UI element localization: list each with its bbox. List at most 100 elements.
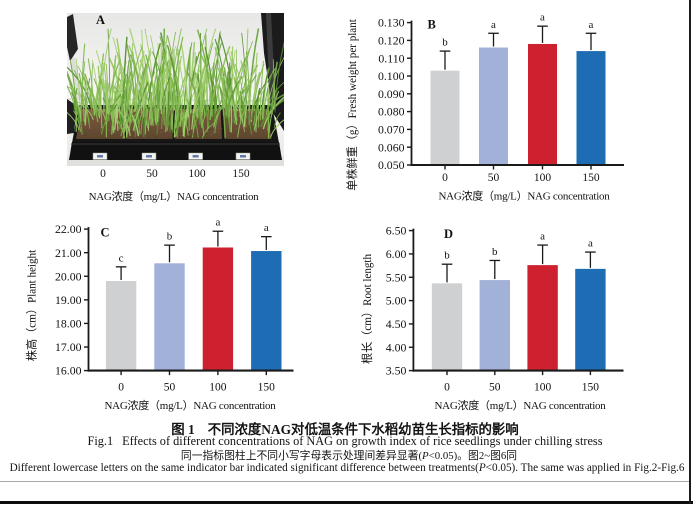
x-tick-label: 150 xyxy=(258,382,276,394)
x-tick-label: 50 xyxy=(164,382,176,394)
figure-note-zh: 同一指标图柱上不同小写字母表示处理间差异显著(P<0.05)。图2~图6同 xyxy=(0,447,693,463)
soil-speckle xyxy=(100,136,102,138)
bar-C-0 xyxy=(105,280,137,371)
grass-blade xyxy=(177,104,182,134)
grass-blade xyxy=(74,69,91,129)
grass-blade xyxy=(173,48,176,111)
grass-blade xyxy=(67,84,77,115)
soil-speckle xyxy=(249,118,252,120)
grass-blade xyxy=(106,93,122,123)
soil-speckle xyxy=(209,128,211,130)
panel-letter-D: D xyxy=(444,227,453,241)
grass-blade xyxy=(144,28,157,124)
soil-speckle xyxy=(269,116,271,118)
x-tick-label: 0 xyxy=(118,382,124,394)
grass-blade xyxy=(234,48,251,114)
soil-speckle xyxy=(220,125,222,127)
grass-blade xyxy=(75,58,81,114)
grass-blade xyxy=(105,79,107,138)
y-tick-label: 22.00 xyxy=(55,222,82,236)
y-axis-label-B: 单株鲜重（g）Fresh weight per plant xyxy=(345,18,359,191)
grass-blade xyxy=(121,71,132,119)
grass-blade xyxy=(97,65,103,129)
soil-speckle xyxy=(148,123,151,125)
tray-tag-mark xyxy=(146,155,152,158)
grass-blade xyxy=(270,119,284,138)
y-tick-label: 3.50 xyxy=(386,364,407,378)
grass-blade xyxy=(227,88,238,125)
grass-blade xyxy=(217,67,230,120)
grass-blade xyxy=(168,50,173,130)
grass-blade xyxy=(126,47,143,122)
grass-blade xyxy=(160,96,166,130)
grass-blade xyxy=(108,69,123,117)
soil-speckle xyxy=(82,116,84,118)
soil-speckle xyxy=(188,131,190,133)
grass-blade xyxy=(180,43,189,118)
panel-a-tick-50: 50 xyxy=(146,168,158,180)
bar-B-0 xyxy=(430,70,460,165)
bar-C-50 xyxy=(154,263,185,371)
soil-speckle xyxy=(160,131,162,133)
grass-blade xyxy=(159,62,170,110)
grass-blade xyxy=(170,70,173,111)
y-tick-label: 4.50 xyxy=(386,317,407,331)
y-tick-label: 21.00 xyxy=(55,246,82,260)
chart-root-length: b 0 b 50 a 100 a 150 3.50 4.00 4.50 5.00 5.50 6.00 6.5… xyxy=(360,224,624,412)
soil-speckle xyxy=(127,131,130,133)
note-en-p: P xyxy=(478,462,486,474)
grass-blade xyxy=(197,73,201,125)
soil-speckle xyxy=(164,115,166,117)
grass-blade xyxy=(145,99,150,126)
grass-blade xyxy=(83,77,100,117)
grass-blade xyxy=(67,73,77,117)
grass-blade xyxy=(201,121,216,139)
grass-blade xyxy=(67,111,80,131)
y-tick-label: 6.00 xyxy=(386,247,407,261)
sig-letter: a xyxy=(588,238,593,250)
grass-blade xyxy=(73,110,81,132)
soil-speckle xyxy=(252,131,254,133)
x-tick-label: 0 xyxy=(444,382,450,394)
soil-speckle xyxy=(248,124,250,126)
grass-blade xyxy=(191,68,204,130)
panel-letter-C: C xyxy=(100,226,109,240)
soil-speckle xyxy=(128,112,130,114)
grass-blade xyxy=(209,65,224,121)
chamber-floor xyxy=(67,157,284,166)
sig-letter: a xyxy=(215,217,220,229)
bar-D-150 xyxy=(575,268,606,371)
y-tick-label: 18.00 xyxy=(55,317,82,331)
sig-letter: c xyxy=(119,252,124,264)
grass-blade xyxy=(214,104,223,134)
grass-blade xyxy=(137,105,147,128)
y-tick-label: 19.00 xyxy=(55,293,82,307)
y-tick-label: 0.050 xyxy=(378,158,405,172)
soil-speckle xyxy=(128,114,131,116)
soil-speckle xyxy=(110,121,113,123)
soil-speckle xyxy=(155,136,157,138)
grass-blade xyxy=(84,100,88,126)
x-tick-label: 50 xyxy=(489,382,501,394)
y-tick-label: 0.110 xyxy=(378,51,404,65)
grass-blade xyxy=(186,98,199,138)
chart-plant-height: c 0 b 50 a 100 a 150 16.00 17.00 18.00 19.00 20.00 21… xyxy=(25,217,294,412)
sig-letter: a xyxy=(491,19,496,31)
panel-a-tick-0: 0 xyxy=(100,168,106,180)
soil-speckle xyxy=(243,130,246,132)
soil-speckle xyxy=(255,132,257,134)
tray-tag-mark xyxy=(192,155,199,158)
x-tick-label: 100 xyxy=(534,172,552,184)
bar-D-100 xyxy=(527,265,558,371)
y-tick-label: 0.060 xyxy=(378,140,405,154)
grass-blade xyxy=(122,103,139,140)
grass-blade xyxy=(165,103,168,133)
grass-blade xyxy=(234,63,246,110)
soil-speckle xyxy=(173,125,175,127)
figure-title-en-text: Effects of different concentrations of N… xyxy=(122,434,603,448)
horizontal-rule-thin xyxy=(0,481,690,482)
sig-letter: b xyxy=(442,37,448,49)
soil-speckle xyxy=(99,129,102,131)
soil-speckle xyxy=(264,115,266,117)
